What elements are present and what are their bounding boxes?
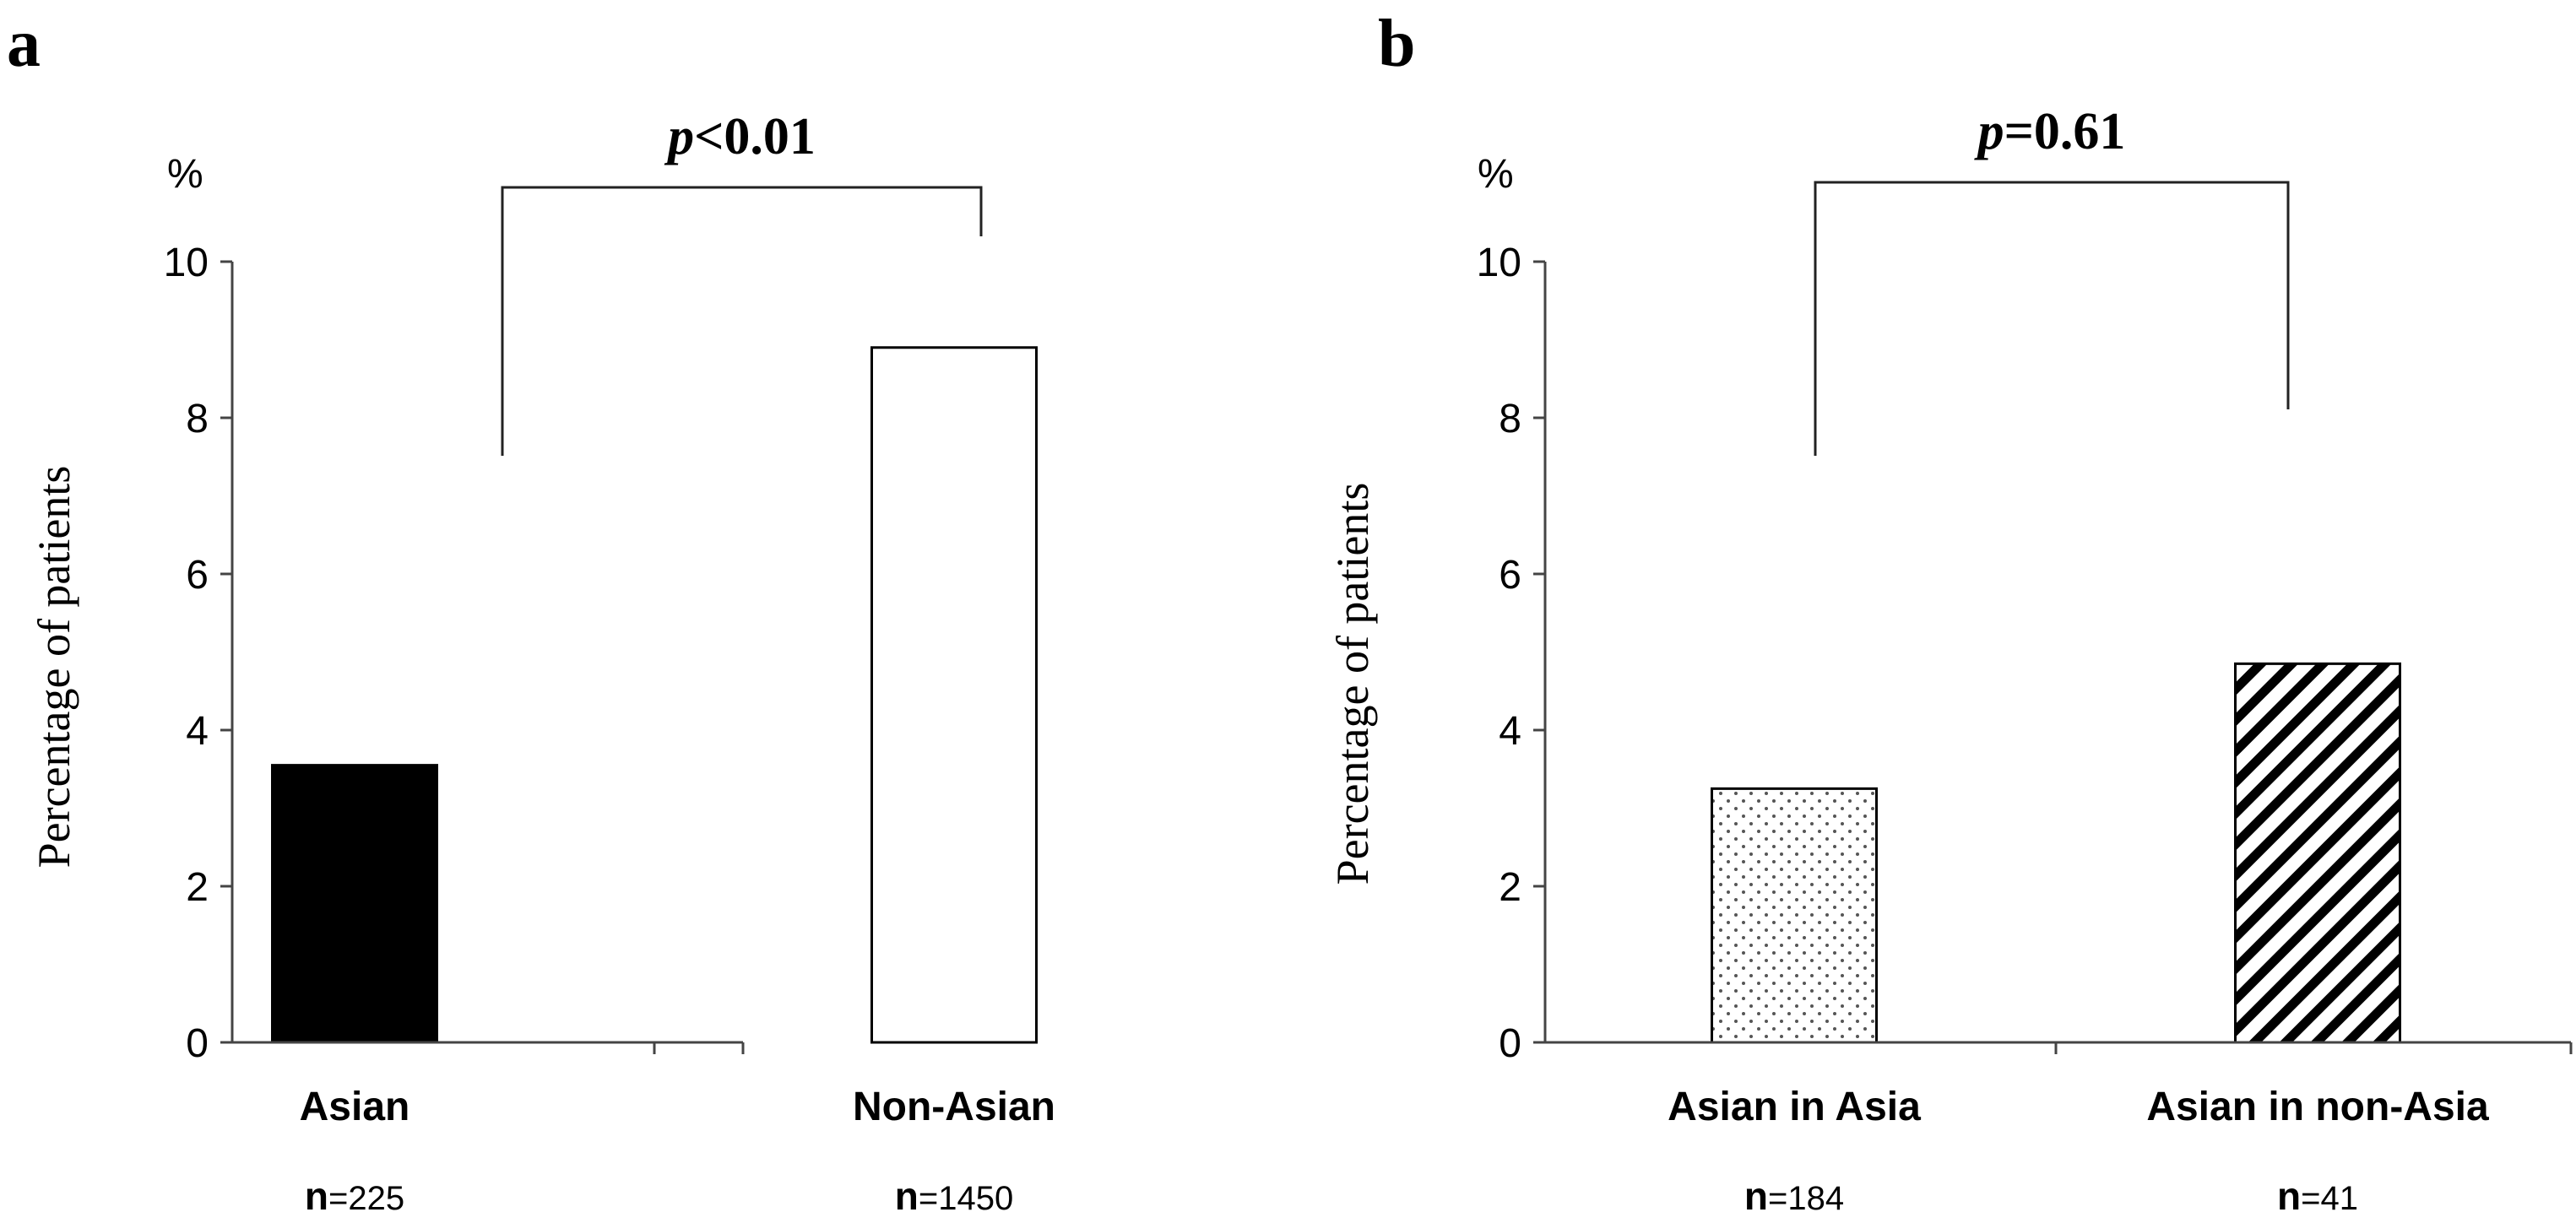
y-tick-label: 6 [1499, 553, 1521, 598]
y-ticks: 0 2 4 6 8 10 [1477, 241, 1545, 1066]
p-symbol: p [664, 108, 694, 165]
n-symbol: n [305, 1174, 328, 1218]
y-tick-label: 10 [1477, 241, 1521, 285]
bracket-line [501, 186, 983, 456]
bars [1711, 662, 2401, 1044]
bar [271, 764, 438, 1044]
p-value-label: p=0.61 [1974, 103, 2126, 160]
sample-size-labels: n=225 n=1450 [305, 1174, 1013, 1218]
p-value-label: p<0.01 [664, 108, 816, 165]
category-label: Asian in Asia [1668, 1085, 1921, 1129]
panel-letter: a [7, 7, 41, 81]
n-symbol: n [1744, 1174, 1768, 1218]
category-label: Non-Asian [853, 1085, 1055, 1129]
axes [230, 262, 745, 1054]
n-symbol: n [2277, 1174, 2301, 1218]
y-tick-label: 6 [186, 553, 209, 598]
significance-bracket [1814, 181, 2290, 456]
sample-size-label: n=184 [1744, 1174, 1844, 1218]
panel-b: b % Percentage of patients 0 2 4 6 8 10 p=0.6… [1327, 7, 2573, 1218]
y-axis-label: Percentage of patients [1327, 483, 1378, 885]
y-tick-label: 0 [1499, 1021, 1521, 1066]
p-symbol: p [1974, 103, 2004, 160]
percent-unit-label: % [167, 152, 203, 197]
category-label: Asian in non-Asia [2146, 1085, 2489, 1129]
n-value: =225 [328, 1180, 404, 1217]
bar [870, 346, 1038, 1044]
y-ticks: 0 2 4 6 8 10 [164, 241, 232, 1066]
n-symbol: n [895, 1174, 919, 1218]
category-labels: Asian in Asia Asian in non-Asia [1668, 1085, 2489, 1129]
p-value-text: <0.01 [694, 108, 816, 165]
bar [1711, 787, 1878, 1044]
bar [2234, 662, 2401, 1044]
y-tick-label: 4 [1499, 709, 1521, 754]
y-tick-label: 0 [186, 1021, 209, 1066]
sample-size-label: n=1450 [895, 1174, 1013, 1218]
panel-letter: b [1378, 7, 1416, 81]
sample-size-labels: n=184 n=41 [1744, 1174, 2358, 1218]
bracket-line [1814, 181, 2290, 456]
p-value-text: =0.61 [2004, 103, 2126, 160]
y-tick-label: 2 [1499, 865, 1521, 910]
n-value: =1450 [919, 1180, 1013, 1217]
y-tick-label: 4 [186, 709, 209, 754]
y-tick-label: 8 [1499, 397, 1521, 441]
panel-a: a % Percentage of patients 0 2 4 6 8 10 p<0.0… [7, 7, 1055, 1218]
y-tick-label: 10 [164, 241, 209, 285]
sample-size-label: n=41 [2277, 1174, 2358, 1218]
n-value: =184 [1768, 1180, 1844, 1217]
significance-bracket [501, 186, 983, 456]
bars [271, 346, 1038, 1044]
category-label: Asian [300, 1085, 410, 1129]
y-tick-label: 8 [186, 397, 209, 441]
n-value: =41 [2301, 1180, 2358, 1217]
percent-unit-label: % [1478, 152, 1514, 197]
y-tick-label: 2 [186, 865, 209, 910]
sample-size-label: n=225 [305, 1174, 404, 1218]
y-axis-label: Percentage of patients [29, 466, 79, 869]
category-labels: Asian Non-Asian [300, 1085, 1055, 1129]
axes [1543, 262, 2573, 1054]
